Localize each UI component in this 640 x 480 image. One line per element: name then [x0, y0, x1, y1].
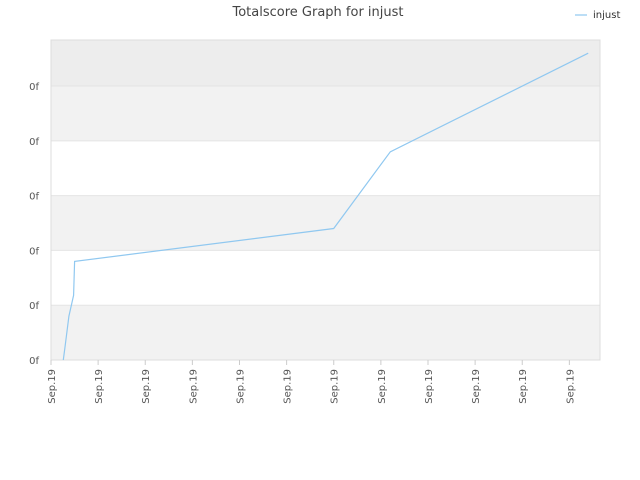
x-tick-label: Sep.19: [424, 369, 435, 404]
grid-band: [51, 250, 600, 306]
plot-frame: [50, 39, 601, 361]
y-tick-label: 0f: [29, 246, 39, 257]
chart-title: Totalscore Graph for injust: [231, 5, 403, 20]
grid-band: [51, 86, 600, 141]
grid-band: [51, 195, 600, 251]
x-tick-label: Sep.19: [188, 369, 199, 404]
x-tick-label: Sep.19: [518, 369, 529, 404]
x-tick-label: Sep.19: [471, 369, 482, 404]
grid-band: [51, 305, 600, 360]
y-tick-label: 0f: [29, 82, 39, 93]
y-tick-label: 0f: [29, 356, 39, 367]
x-tick-label: Sep.19: [141, 369, 152, 404]
x-tick-label: Sep.19: [94, 369, 105, 404]
grid-band: [51, 40, 600, 87]
series-line-injust: [62, 52, 589, 361]
x-tick-label: Sep.19: [47, 369, 58, 404]
x-tick-label: Sep.19: [283, 369, 294, 404]
y-axis: 0f 0f 0f 0f 0f 0f: [29, 82, 39, 367]
y-tick-label: 0f: [29, 192, 39, 203]
series-layer: [62, 52, 589, 361]
x-tick-label: Sep.19: [235, 369, 246, 404]
grid-band: [51, 140, 600, 196]
plot-background: [51, 40, 600, 360]
x-tick-label: Sep.19: [377, 369, 388, 404]
legend-label-injust: injust: [593, 10, 620, 21]
y-tick-label: 0f: [29, 301, 39, 312]
x-tick-label: Sep.19: [565, 369, 576, 404]
x-tick-label: Sep.19: [330, 369, 341, 404]
y-tick-label: 0f: [29, 137, 39, 148]
x-axis: Sep.19 Sep.19 Sep.19 Sep.19 Sep.19 Sep.19 Sep.…: [47, 360, 576, 404]
legend: injust: [575, 10, 620, 21]
